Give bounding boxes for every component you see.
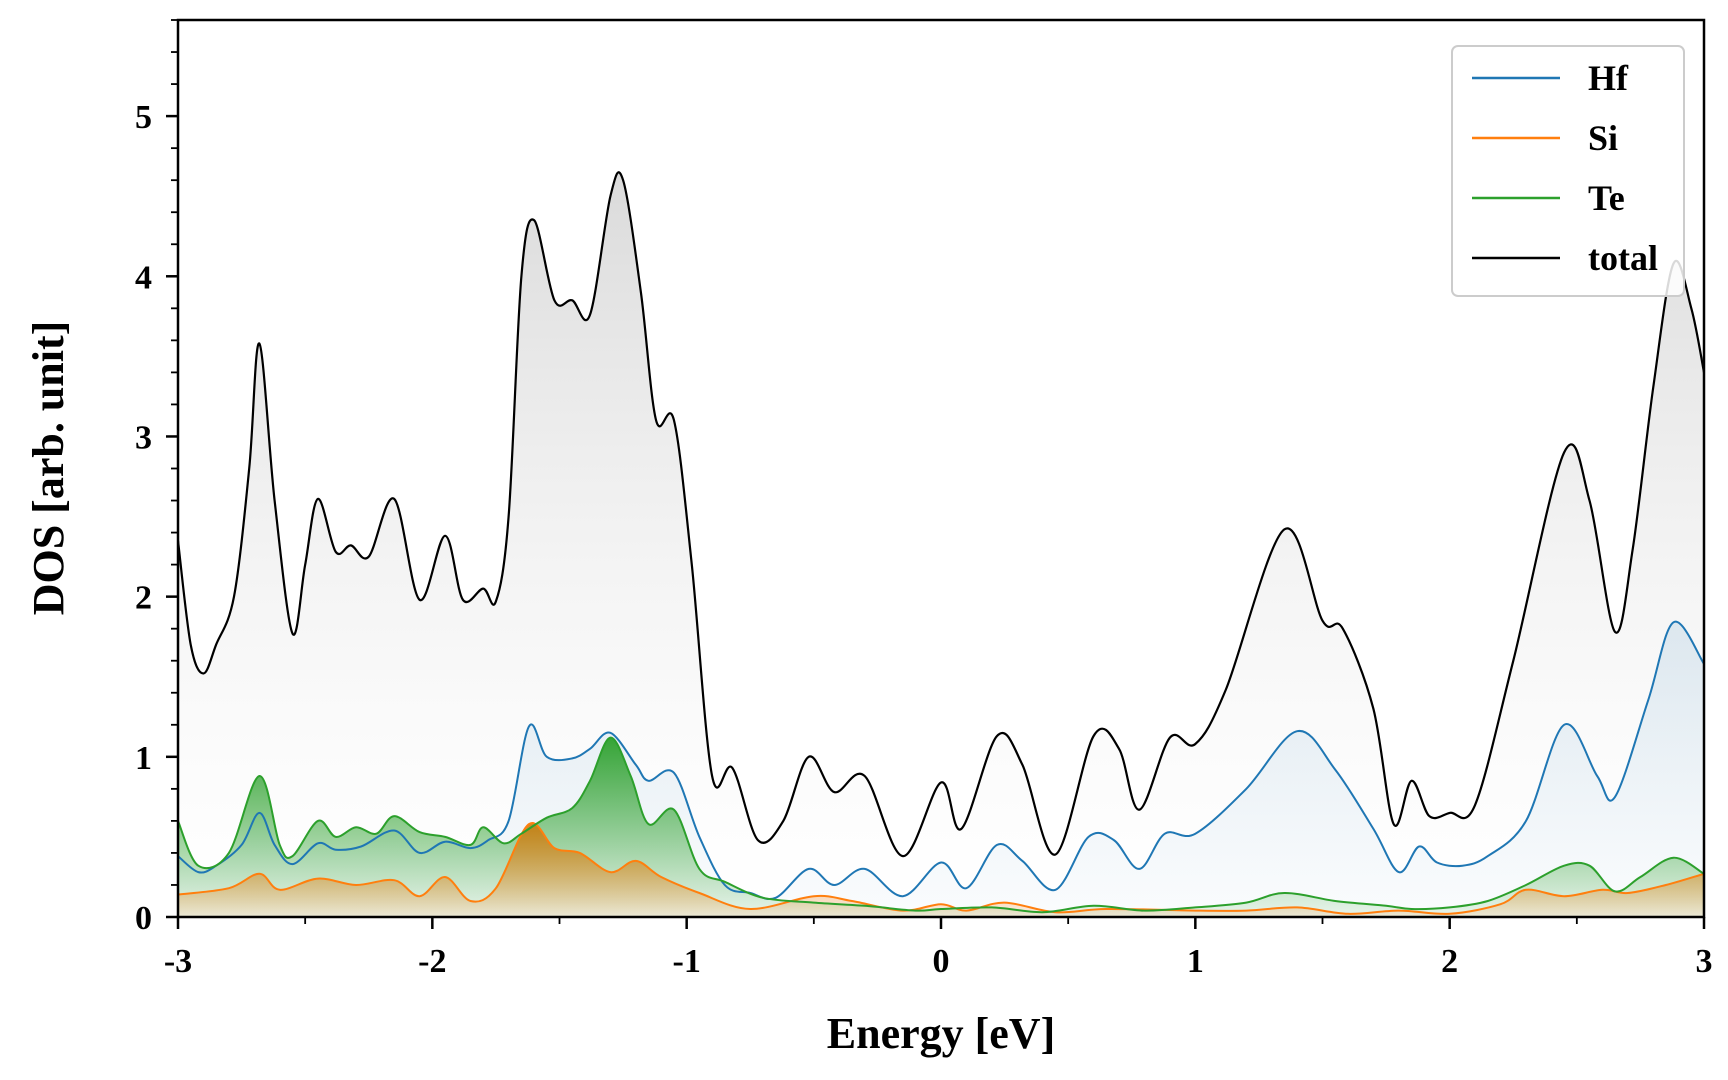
series-line-si bbox=[178, 822, 1704, 915]
legend-box bbox=[1451, 45, 1685, 297]
y-tick-label: 4 bbox=[135, 259, 152, 296]
legend: Hf Si Te total bbox=[1451, 45, 1685, 297]
x-tick-label: 3 bbox=[1696, 943, 1713, 980]
y-tick-label: 1 bbox=[135, 740, 152, 777]
area-fill-si bbox=[178, 823, 1704, 917]
area-fills bbox=[178, 172, 1704, 917]
series-lines bbox=[178, 171, 1704, 915]
y-tick-label: 2 bbox=[135, 580, 152, 617]
axis-ticks: -3 -2 -1 0 1 2 3 0 1 2 3 4 5 bbox=[135, 19, 1713, 980]
y-tick-label: 0 bbox=[135, 900, 152, 937]
x-axis-title: Energy [eV] bbox=[827, 1009, 1056, 1058]
x-tick-label: -3 bbox=[164, 943, 192, 980]
x-tick-label: 2 bbox=[1441, 943, 1458, 980]
legend-label-si: Si bbox=[1588, 118, 1618, 158]
x-tick-label: -1 bbox=[673, 943, 701, 980]
y-tick-label: 5 bbox=[135, 99, 152, 136]
legend-label-te: Te bbox=[1588, 178, 1625, 218]
y-axis-title: DOS [arb. unit] bbox=[24, 321, 73, 616]
x-tick-label: 1 bbox=[1187, 943, 1204, 980]
x-tick-label: 0 bbox=[933, 943, 950, 980]
series-line-hf bbox=[178, 621, 1704, 901]
x-tick-label: -2 bbox=[418, 943, 446, 980]
legend-label-hf: Hf bbox=[1588, 58, 1629, 98]
legend-label-total: total bbox=[1588, 238, 1658, 278]
y-tick-label: 3 bbox=[135, 419, 152, 456]
area-fill-total bbox=[178, 172, 1704, 917]
series-line-te bbox=[178, 736, 1704, 914]
series-line-total bbox=[178, 171, 1704, 858]
